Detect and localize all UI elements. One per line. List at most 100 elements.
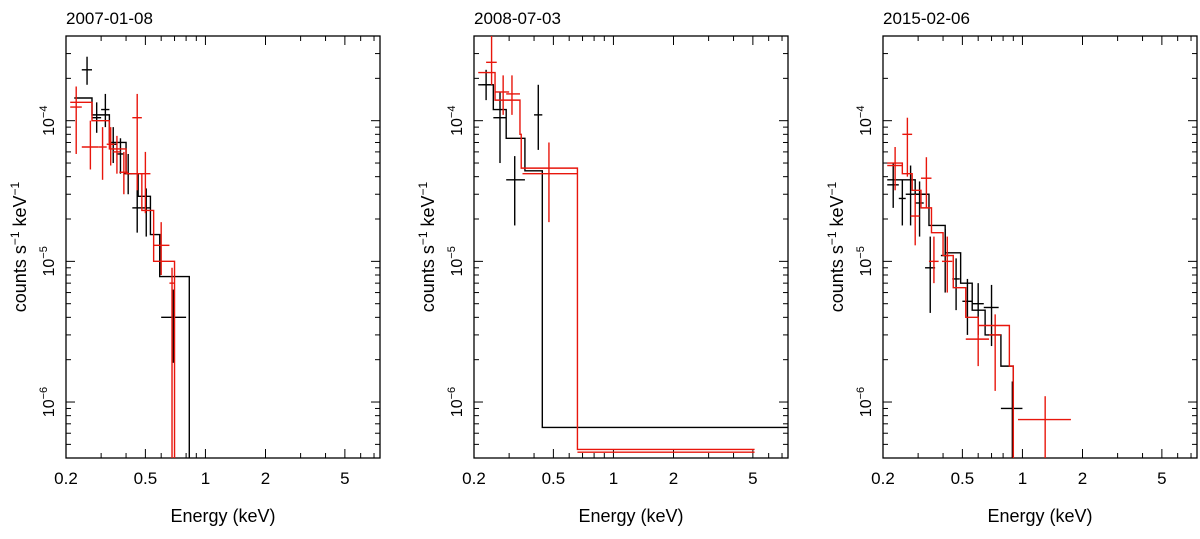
data-point-red (887, 147, 903, 191)
x-tick-label: 1 (609, 469, 618, 488)
data-point-red (153, 222, 170, 275)
y-tick-base: 10 (858, 259, 875, 277)
y-tick-label: 10−5 (446, 246, 466, 276)
y-tick-label: 10−4 (38, 106, 58, 136)
model-line-black (482, 84, 788, 429)
data-point-black (983, 284, 999, 347)
y-tick-exp: −6 (38, 387, 50, 400)
data-point-red (106, 127, 115, 166)
y-axis-label: counts s−1 keV−1 (8, 181, 30, 312)
y-label-exp1: −1 (825, 231, 839, 245)
x-axis-label: Energy (keV) (578, 506, 683, 526)
y-tick-label: 10−5 (38, 246, 58, 276)
chart-title: 2008-07-03 (474, 9, 561, 28)
x-axis-label: Energy (keV) (987, 506, 1092, 526)
x-tick-label: 5 (340, 469, 349, 488)
x-tick-label: 2 (261, 469, 270, 488)
y-tick-base: 10 (858, 118, 875, 136)
x-tick-label: 0.5 (542, 469, 566, 488)
y-tick-exp: −6 (855, 387, 867, 400)
y-tick-base: 10 (858, 399, 875, 417)
data-point-black (887, 163, 899, 208)
y-tick-base: 10 (41, 118, 58, 136)
data-point-red (140, 151, 151, 214)
data-point-red (113, 135, 121, 174)
x-tick-label: 2 (1078, 469, 1087, 488)
data-point-red (910, 194, 920, 246)
data-point-black (132, 186, 142, 233)
data-point-red (132, 93, 142, 191)
y-tick-label: 10−6 (855, 387, 875, 417)
y-label-main: counts s (418, 245, 438, 312)
plot-frame (473, 35, 789, 459)
data-point-black (101, 93, 110, 128)
data-point-red (941, 236, 953, 293)
x-tick-label: 0.2 (871, 469, 895, 488)
y-tick-base: 10 (449, 118, 466, 136)
data-point-black (962, 278, 973, 335)
y-tick-label: 10−4 (446, 106, 466, 136)
data-point-black (91, 102, 102, 133)
y-tick-exp: −5 (38, 246, 50, 259)
y-label-exp2: −1 (416, 181, 430, 195)
y-tick-exp: −6 (446, 387, 458, 400)
data-point-red (902, 117, 913, 177)
y-tick-exp: −4 (855, 106, 867, 119)
x-tick-label: 0.2 (462, 469, 486, 488)
plot-area (478, 36, 788, 453)
y-tick-exp: −5 (855, 246, 867, 259)
plot-area (70, 56, 190, 458)
y-label-exp1: −1 (416, 231, 430, 245)
data-point-red (506, 75, 520, 115)
y-axis-label: counts s−1 keV−1 (825, 181, 847, 312)
model-line-red (478, 71, 755, 451)
y-tick-exp: −4 (446, 106, 458, 119)
data-point-red (495, 75, 510, 115)
x-tick-label: 1 (1018, 469, 1027, 488)
x-axis-label: Energy (keV) (170, 506, 275, 526)
y-tick-label: 10−6 (38, 387, 58, 417)
data-point-black (81, 56, 92, 85)
data-point-red (169, 267, 175, 458)
y-tick-label: 10−5 (855, 246, 875, 276)
data-point-red (98, 127, 107, 180)
plot-area (887, 117, 1071, 458)
y-tick-base: 10 (41, 399, 58, 417)
data-point-red (965, 320, 990, 367)
model-line-black (887, 179, 1015, 458)
y-axis-label: counts s−1 keV−1 (416, 181, 438, 312)
data-point-black (161, 289, 187, 363)
model-line-red (70, 101, 176, 458)
y-label-main: counts s (10, 245, 30, 312)
data-point-black (898, 179, 906, 226)
y-label-exp2: −1 (825, 181, 839, 195)
data-point-black (493, 91, 507, 164)
data-point-red (486, 36, 497, 85)
plot-frame (65, 35, 381, 459)
data-point-black (478, 69, 494, 101)
data-point-red (989, 314, 1001, 391)
y-label-exp1: −1 (8, 231, 22, 245)
y-tick-base: 10 (449, 259, 466, 277)
x-tick-label: 0.5 (951, 469, 975, 488)
data-point-black (506, 156, 525, 226)
y-tick-exp: −4 (38, 106, 50, 119)
x-tick-label: 1 (201, 469, 210, 488)
model-line-red (887, 162, 1015, 458)
y-label-mid: keV (10, 195, 30, 231)
x-tick-label: 0.2 (54, 469, 78, 488)
data-point-black (141, 188, 151, 237)
x-tick-label: 5 (748, 469, 757, 488)
data-point-black (534, 84, 543, 150)
y-label-main: counts s (827, 245, 847, 312)
data-point-red (81, 120, 99, 170)
data-point-red (1017, 396, 1071, 458)
data-point-red (522, 142, 578, 223)
data-point-red (920, 157, 932, 208)
y-tick-label: 10−6 (446, 387, 466, 417)
y-label-mid: keV (827, 195, 847, 231)
